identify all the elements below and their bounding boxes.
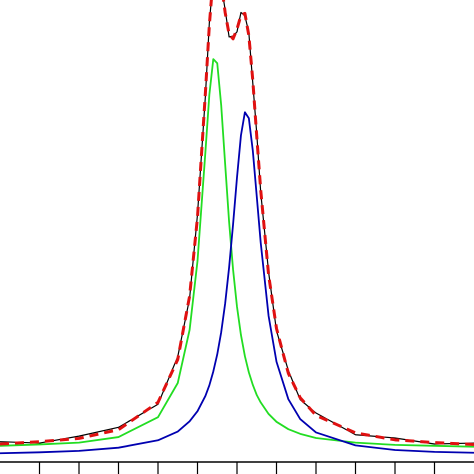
series-line [0, 0, 474, 446]
series-line [0, 111, 474, 455]
plot-area [0, 0, 474, 455]
x-axis [0, 461, 474, 474]
series-line [0, 58, 474, 448]
series-line [0, 0, 474, 445]
